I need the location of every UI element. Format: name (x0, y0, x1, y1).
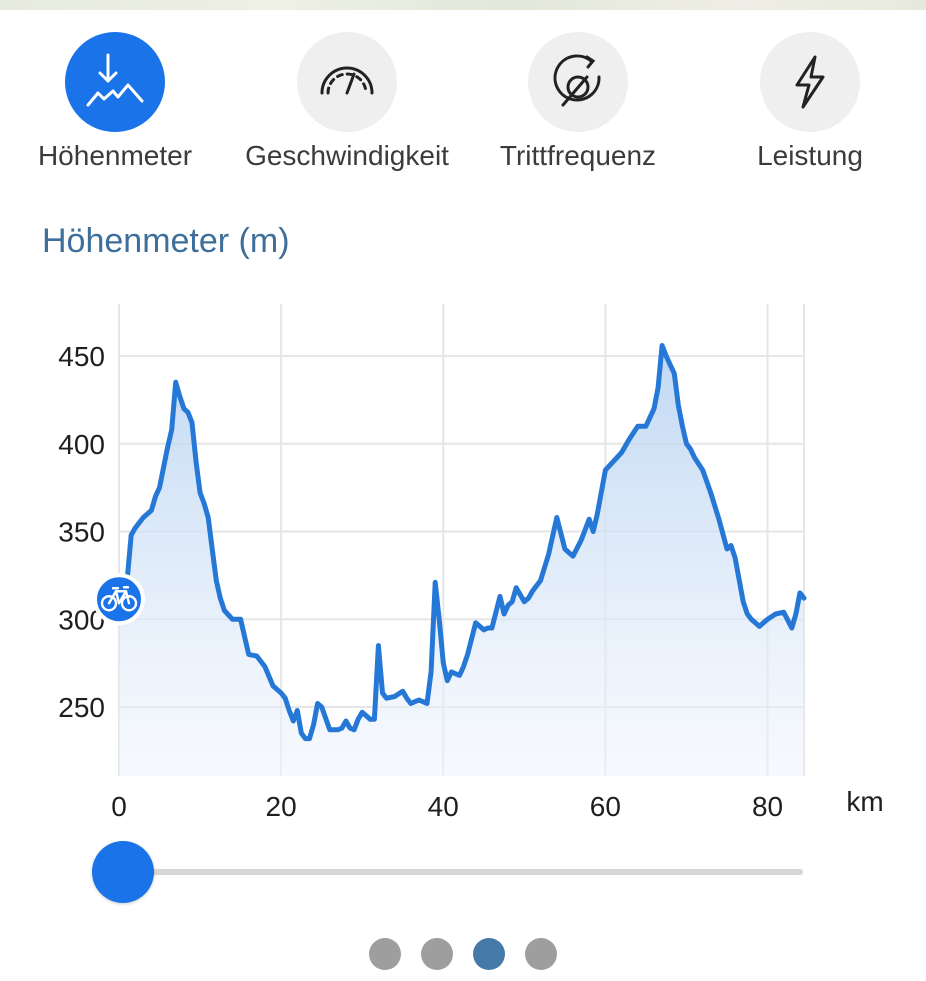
tab-label: Trittfrequenz (499, 140, 657, 171)
position-slider-track[interactable] (120, 869, 803, 875)
metric-tabs: Höhenmeter Geschwindigkeit Trittfrequenz (0, 32, 926, 182)
x-tick-label: 20 (266, 791, 297, 822)
elevation-area (119, 345, 804, 776)
elevation-line (116, 343, 807, 742)
tab-leistung[interactable]: Leistung (695, 32, 925, 182)
page-dot-4[interactable] (525, 938, 557, 970)
lightning-icon (760, 32, 860, 132)
y-tick-label: 350 (58, 517, 105, 548)
position-marker[interactable] (93, 573, 145, 626)
x-tick-label: 40 (428, 791, 459, 822)
y-tick-label: 400 (58, 429, 105, 460)
position-slider-thumb[interactable] (92, 841, 154, 903)
speedometer-icon (297, 32, 397, 132)
tab-label: Geschwindigkeit (245, 140, 449, 171)
y-tick-label: 450 (58, 341, 105, 372)
elevation-icon (65, 32, 165, 132)
page-dot-2[interactable] (421, 938, 453, 970)
y-tick-label: 250 (58, 692, 105, 723)
page-dot-1[interactable] (369, 938, 401, 970)
section-title: Höhenmeter (m) (42, 222, 290, 260)
bicycle-icon (100, 586, 138, 612)
tab-label: Leistung (757, 140, 863, 171)
page-dot-3[interactable] (473, 938, 505, 970)
tab-label: Höhenmeter (37, 140, 193, 171)
tab-hoehenmeter[interactable]: Höhenmeter (0, 32, 230, 182)
x-tick-label: 80 (752, 791, 783, 822)
map-strip (0, 0, 926, 10)
x-axis-label: km (846, 786, 883, 817)
cadence-icon (528, 32, 628, 132)
x-tick-label: 60 (590, 791, 621, 822)
x-tick-label: 0 (111, 791, 127, 822)
tab-geschwindigkeit[interactable]: Geschwindigkeit (232, 32, 462, 182)
tab-trittfrequenz[interactable]: Trittfrequenz (463, 32, 693, 182)
